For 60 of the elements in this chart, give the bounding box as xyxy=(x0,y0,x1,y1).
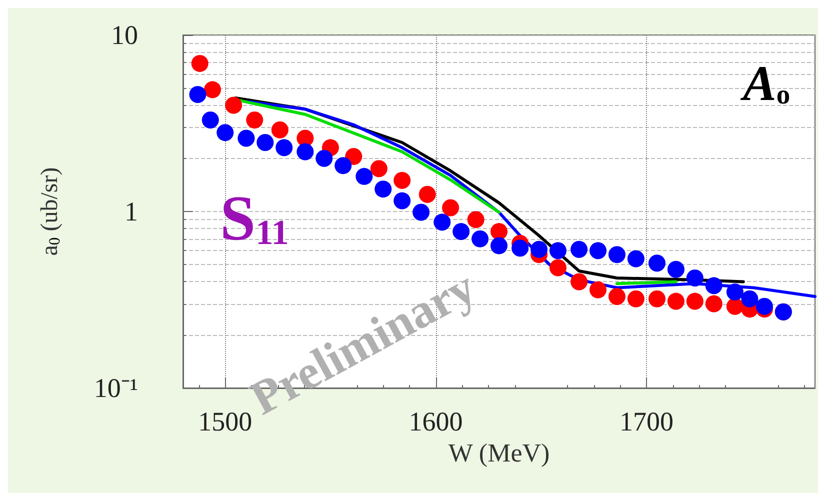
point xyxy=(741,290,758,308)
point xyxy=(570,240,588,258)
point xyxy=(648,254,666,272)
point xyxy=(686,270,704,286)
point xyxy=(705,277,722,294)
point xyxy=(316,150,333,167)
point xyxy=(189,86,206,104)
point xyxy=(202,111,219,128)
point xyxy=(374,180,392,198)
point xyxy=(276,139,293,156)
point xyxy=(434,214,451,231)
point xyxy=(570,273,588,290)
point xyxy=(345,148,362,165)
y-axis-title: a0 (ub/sr) xyxy=(37,167,64,256)
point xyxy=(204,81,221,98)
point xyxy=(726,283,744,300)
y-tick-label: 10⁻¹ xyxy=(94,373,138,403)
point xyxy=(467,211,484,228)
point xyxy=(530,240,548,258)
point xyxy=(238,130,255,147)
point xyxy=(418,186,436,203)
x-tick-label: 1700 xyxy=(619,406,674,436)
point xyxy=(590,281,607,298)
point xyxy=(296,143,314,160)
annotation: Ao xyxy=(740,55,790,111)
point xyxy=(472,230,489,248)
point xyxy=(608,288,626,305)
point xyxy=(686,292,704,310)
point xyxy=(442,199,460,216)
point xyxy=(667,292,684,310)
point xyxy=(490,237,508,254)
point xyxy=(334,157,352,174)
point xyxy=(216,124,234,142)
point xyxy=(756,298,773,315)
point xyxy=(705,295,722,312)
point xyxy=(412,204,430,221)
point xyxy=(271,121,288,138)
y-tick-label: 1 xyxy=(124,196,138,226)
point xyxy=(256,134,274,151)
point xyxy=(356,168,373,185)
x-axis-title: W (MeV) xyxy=(448,438,550,468)
y-tick-label: 10 xyxy=(111,20,138,50)
point xyxy=(225,96,242,114)
annotation: S11 xyxy=(220,182,289,254)
point xyxy=(394,192,411,210)
point xyxy=(452,223,470,240)
point xyxy=(627,250,644,268)
point xyxy=(627,290,644,308)
point xyxy=(394,172,411,189)
point xyxy=(648,290,666,308)
point xyxy=(191,54,208,72)
point xyxy=(667,260,684,278)
point xyxy=(590,242,607,260)
point xyxy=(512,240,529,257)
point xyxy=(550,259,566,276)
point xyxy=(550,242,566,260)
point xyxy=(608,246,626,264)
point xyxy=(490,223,508,240)
point xyxy=(246,111,264,128)
point xyxy=(370,160,388,178)
